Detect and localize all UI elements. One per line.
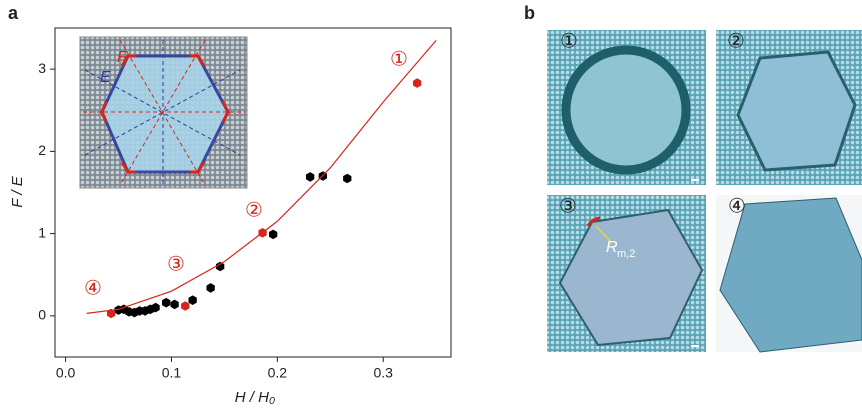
data-point (207, 283, 215, 293)
annotation: ④ (84, 276, 102, 300)
x-tick-label: 0.2 (268, 365, 288, 381)
data-point (171, 300, 179, 310)
inset: F E (80, 37, 247, 188)
x-tick-label: 0.1 (162, 365, 182, 381)
data-point (216, 262, 224, 272)
y-tick-label: 3 (38, 60, 46, 76)
inset-label: E (100, 69, 111, 86)
data-point (343, 174, 351, 184)
data-point (162, 298, 170, 308)
y-tick-label: 1 (38, 224, 46, 240)
y-tick-label: 2 (38, 142, 46, 158)
x-tick-label: 0.3 (374, 365, 394, 381)
y-axis-label: F / E (9, 175, 26, 207)
y-tick-label: 0 (38, 307, 46, 323)
annotation: ① (390, 47, 408, 71)
annotation: ③ (167, 252, 185, 276)
annotation: ② (245, 198, 263, 222)
data-point (189, 295, 197, 305)
image-label: ③ (559, 195, 577, 217)
image-label: ④ (728, 195, 746, 217)
image-annotation-sub: m,2 (617, 248, 635, 260)
image-label: ① (560, 30, 578, 52)
image-label: ② (727, 30, 745, 52)
inset-label: F (117, 49, 128, 66)
panel-label: a (8, 3, 19, 23)
data-point (306, 172, 314, 182)
figure: a b F E ① ② ③ ④ R m,2 H / H₀ F (0, 0, 862, 410)
image-panel: ① ② ③ ④ R m,2 (547, 30, 862, 352)
panel-label: b (524, 3, 535, 23)
x-tick-label: 0.0 (56, 365, 76, 381)
data-point (181, 301, 189, 311)
x-axis-label: H / H₀ (235, 389, 276, 406)
data-point (413, 78, 421, 88)
data-point (269, 230, 277, 240)
